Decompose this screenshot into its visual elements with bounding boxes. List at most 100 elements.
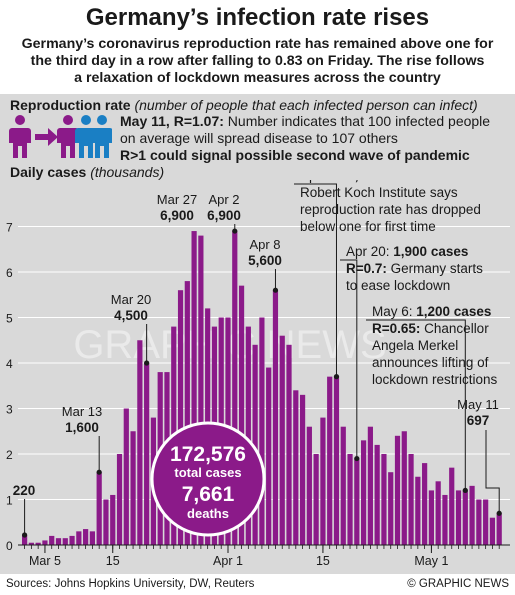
people-spread-icon — [9, 115, 112, 158]
bar — [252, 344, 258, 545]
sources: Sources: Johns Hopkins University, DW, R… — [6, 578, 255, 590]
bar — [401, 431, 407, 545]
callout-dot — [462, 487, 468, 493]
x-tick-label: 15 — [316, 554, 330, 568]
bar — [449, 467, 455, 545]
x-tick-label: Mar 5 — [29, 554, 61, 568]
bar — [469, 485, 475, 545]
second-wave-warning: R>1 could signal possible second wave of… — [120, 147, 470, 163]
callout-text: Angela Merkel — [372, 338, 458, 353]
bar — [110, 494, 116, 545]
callout-value: 3,700 cases — [347, 180, 422, 183]
brand-credit: © GRAPHIC NEWS — [407, 578, 509, 590]
bar — [462, 490, 468, 545]
annotation-value: 4,500 — [114, 308, 148, 323]
bar — [293, 390, 299, 545]
bar — [42, 540, 48, 545]
y-tick-label: 2 — [6, 448, 13, 462]
callout-line: Germany starts — [387, 261, 483, 276]
bar — [123, 408, 129, 545]
bar — [103, 499, 109, 545]
annotation-value: 6,900 — [160, 208, 194, 223]
bar — [374, 444, 380, 545]
bar — [266, 367, 272, 545]
bar — [177, 290, 184, 545]
bar — [22, 534, 28, 545]
bar — [184, 281, 190, 545]
callout-value: 1,200 cases — [416, 304, 491, 319]
daily-cases-label: Daily cases — [10, 164, 87, 180]
callout-date: Apr 17: — [300, 180, 347, 183]
callout-head: Apr 17: 3,700 cases — [300, 180, 422, 183]
callout-line: Chancellor — [420, 321, 489, 336]
annotation-value: 1,600 — [65, 420, 99, 435]
bar — [347, 454, 353, 545]
bar — [35, 542, 41, 545]
bar — [89, 531, 95, 545]
callout-text: R=0.65: Chancellor — [372, 321, 489, 336]
bar — [191, 231, 197, 546]
callout-date: Apr 20: — [346, 244, 393, 259]
y-tick-label: 6 — [6, 266, 13, 280]
bar — [28, 542, 34, 545]
annotation-value: 6,900 — [207, 208, 241, 223]
reproduction-text: Number indicates that 100 infected peopl… — [223, 113, 491, 129]
subtitle: Germany’s coronavirus reproduction rate … — [8, 36, 507, 87]
callout-line: announces lifting of — [372, 355, 489, 370]
bar — [279, 335, 285, 545]
total-deaths-value: 7,661 — [182, 483, 235, 506]
bar — [408, 454, 414, 545]
callout-text: Robert Koch Institute says — [300, 185, 458, 200]
bar — [83, 529, 89, 545]
bar — [327, 376, 333, 545]
callout-value: 1,900 cases — [393, 244, 468, 259]
bar — [476, 499, 482, 545]
bar — [442, 494, 448, 545]
bar — [286, 344, 292, 545]
y-tick-label: 4 — [6, 357, 13, 371]
y-tick-label: 3 — [6, 403, 13, 417]
subtitle-line: a relaxation of lockdown measures across… — [74, 70, 441, 86]
bar — [415, 476, 421, 545]
x-tick-label: 15 — [106, 554, 120, 568]
bar — [49, 535, 55, 545]
total-cases-value: 172,576 — [170, 443, 246, 466]
person-icon — [57, 115, 79, 158]
bar — [232, 231, 238, 546]
annotation-dot — [96, 469, 102, 475]
bar — [137, 340, 143, 545]
callout-head: May 6: 1,200 cases — [372, 304, 491, 319]
bar — [62, 538, 68, 545]
y-tick-label: 1 — [6, 494, 13, 508]
y-tick-label: 5 — [6, 312, 13, 326]
bar — [313, 454, 319, 545]
reproduction-note: (number of people that each infected per… — [134, 97, 478, 113]
bar — [198, 235, 204, 545]
bar — [496, 513, 502, 545]
callout-leader — [366, 319, 466, 491]
annotation-dot — [22, 532, 28, 538]
annotation-date: May 11 — [457, 397, 499, 412]
bar — [340, 426, 346, 545]
callout-text: to ease lockdown — [346, 278, 450, 293]
total-cases-label: total cases — [174, 465, 241, 480]
bar — [361, 440, 367, 545]
bar — [422, 463, 428, 545]
callout-line: below one for first time — [300, 219, 436, 234]
callout-leader — [340, 259, 358, 459]
bar — [367, 426, 373, 545]
daily-cases-header: Daily cases (thousands) — [10, 164, 164, 180]
reproduction-line-1: May 11, R=1.07: Number indicates that 10… — [120, 113, 490, 130]
annotation-value: 697 — [467, 413, 490, 428]
bar — [483, 499, 489, 545]
bar — [455, 490, 462, 545]
bar — [245, 326, 251, 545]
annotation-dot — [272, 287, 279, 293]
bar — [435, 481, 441, 545]
y-tick-label: 7 — [6, 221, 13, 235]
footer: Sources: Johns Hopkins University, DW, R… — [0, 576, 515, 595]
bar — [76, 531, 82, 545]
callout-text: below one for first time — [300, 219, 436, 234]
annotation-date: Mar 13 — [62, 404, 102, 419]
person-icon — [91, 115, 112, 158]
